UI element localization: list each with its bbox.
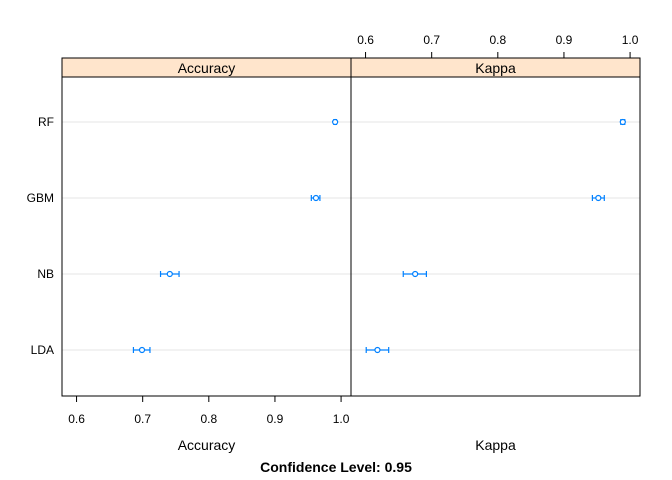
category-label-rf: RF	[38, 115, 54, 129]
point-accuracy-nb	[166, 270, 173, 278]
tick-label-kappa-0: 0.6	[357, 33, 374, 47]
point-kappa-nb	[412, 270, 419, 278]
tick-label-accuracy-2: 0.8	[200, 412, 217, 426]
tick-label-kappa-3: 0.9	[556, 33, 573, 47]
tick-label-kappa-2: 0.8	[489, 33, 506, 47]
tick-label-kappa-4: 1.0	[622, 33, 639, 47]
confidence-level-footer: Confidence Level: 0.95	[260, 459, 412, 475]
category-label-gbm: GBM	[27, 191, 54, 205]
panel-kappa: Kappa 0.6 0.7 0.8 0.9 1.0 Kappa	[350, 33, 641, 453]
tick-label-accuracy-0: 0.6	[68, 412, 85, 426]
panel-accuracy: Accuracy 0.6 0.7 0.8 0.9 1.0 Accuracy	[61, 57, 352, 453]
point-accuracy-lda	[138, 346, 146, 354]
category-label-lda: LDA	[31, 343, 54, 357]
point-accuracy-gbm	[312, 194, 320, 202]
strip-label-kappa: Kappa	[475, 60, 516, 76]
point-accuracy-rf	[332, 118, 339, 126]
tick-label-accuracy-4: 1.0	[333, 412, 350, 426]
point-kappa-rf	[619, 118, 626, 126]
point-kappa-gbm	[595, 194, 602, 202]
point-kappa-lda	[374, 346, 381, 354]
axis-title-kappa: Kappa	[475, 437, 516, 453]
tick-label-kappa-1: 0.7	[423, 33, 440, 47]
panel-frame-accuracy	[61, 57, 352, 397]
tick-label-accuracy-3: 0.9	[267, 412, 284, 426]
tick-label-accuracy-1: 0.7	[134, 412, 151, 426]
axis-title-accuracy: Accuracy	[178, 437, 236, 453]
strip-label-accuracy: Accuracy	[178, 60, 236, 76]
panel-frame-kappa	[350, 57, 641, 397]
category-label-nb: NB	[37, 267, 54, 281]
